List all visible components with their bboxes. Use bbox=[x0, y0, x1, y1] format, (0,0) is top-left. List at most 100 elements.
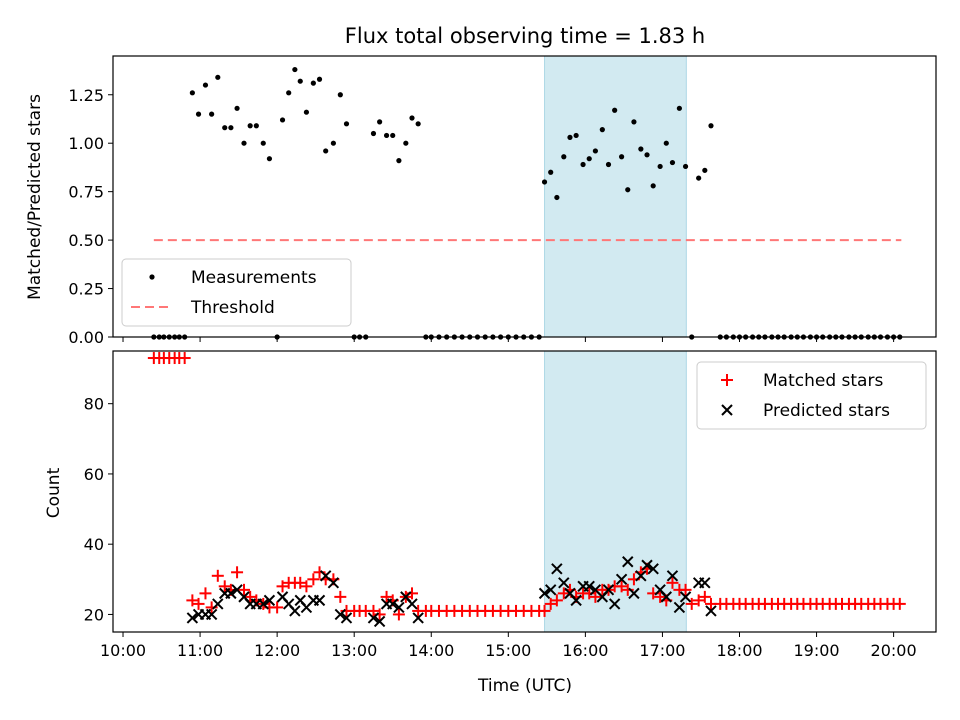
legend-predicted-label: Predicted stars bbox=[763, 401, 890, 421]
legend-matched-label: Matched stars bbox=[763, 371, 883, 391]
predicted-star-point bbox=[334, 608, 347, 621]
matched-star-point bbox=[300, 580, 313, 593]
measurement-point bbox=[541, 179, 548, 185]
measurement-point bbox=[297, 78, 303, 84]
top-y-tick-label: 1.00 bbox=[68, 134, 104, 153]
measurement-point bbox=[702, 167, 708, 173]
x-tick-label: 10:00 bbox=[100, 641, 146, 660]
measurement-point bbox=[330, 140, 336, 146]
measurement-point bbox=[586, 156, 592, 162]
x-tick-label: 13:00 bbox=[331, 641, 377, 660]
measurement-point bbox=[234, 105, 240, 111]
matched-star-point bbox=[192, 597, 205, 610]
predicted-star-point bbox=[412, 612, 424, 624]
matched-star-point bbox=[244, 590, 257, 603]
top-y-tick-label: 0.50 bbox=[68, 231, 104, 250]
matched-star-point bbox=[666, 576, 679, 589]
predicted-star-point bbox=[679, 591, 692, 603]
measurement-point bbox=[403, 140, 409, 146]
matched-star-point bbox=[211, 569, 224, 582]
predicted-star-point bbox=[205, 608, 218, 621]
measurement-point bbox=[599, 127, 605, 133]
matched-star-point bbox=[186, 594, 199, 607]
measurement-point bbox=[592, 148, 598, 154]
measurement-point bbox=[209, 111, 215, 117]
predicted-star-point bbox=[570, 594, 582, 607]
bottom-y-tick-label: 80 bbox=[84, 395, 104, 414]
matched-star-point bbox=[589, 590, 602, 603]
measurement-point bbox=[696, 175, 702, 181]
measurement-point bbox=[303, 109, 310, 115]
predicted-star-point bbox=[583, 580, 595, 593]
top-y-tick-label: 0.25 bbox=[68, 280, 104, 299]
measurement-point bbox=[573, 132, 579, 139]
x-tick-label: 20:00 bbox=[871, 641, 917, 660]
measurement-point bbox=[370, 130, 377, 137]
matched-star-point bbox=[550, 594, 563, 607]
measurement-point bbox=[409, 115, 415, 121]
bottom-y-ticks: 20 40 60 80 bbox=[84, 395, 113, 624]
legend-predicted-marker bbox=[721, 404, 733, 416]
matched-star-point bbox=[544, 597, 557, 610]
predicted-star-point bbox=[313, 594, 326, 607]
measurement-point bbox=[625, 187, 631, 193]
matched-star-point bbox=[178, 352, 191, 365]
measurement-point bbox=[618, 154, 625, 160]
predicted-star-point bbox=[608, 598, 621, 610]
matched-stars-points bbox=[147, 352, 906, 621]
measurement-point bbox=[708, 123, 714, 129]
matched-star-point bbox=[392, 608, 405, 621]
predicted-star-point bbox=[225, 587, 237, 600]
predicted-star-point bbox=[544, 584, 557, 596]
top-y-ticks: 0.00 0.25 0.50 0.75 1.00 1.25 bbox=[68, 86, 113, 347]
measurement-point bbox=[279, 117, 286, 123]
measurement-point bbox=[650, 183, 656, 189]
predicted-star-point bbox=[660, 591, 672, 603]
predicted-star-point bbox=[622, 556, 634, 568]
bottom-y-tick-label: 40 bbox=[84, 535, 104, 554]
measurement-point bbox=[682, 163, 689, 170]
top-legend: Measurements Threshold bbox=[121, 258, 352, 327]
measurement-point bbox=[631, 119, 637, 125]
measurement-point bbox=[215, 74, 221, 80]
top-y-tick-label: 0.00 bbox=[68, 328, 104, 347]
predicted-star-point bbox=[538, 587, 551, 600]
measurement-point bbox=[202, 82, 209, 88]
x-tick-label: 19:00 bbox=[794, 641, 840, 660]
matched-star-point bbox=[654, 590, 667, 603]
predicted-star-point bbox=[186, 612, 199, 624]
measurement-point bbox=[260, 140, 266, 146]
matched-star-point bbox=[307, 573, 320, 586]
bottom-x-ticks: 10:00 11:00 12:00 13:00 14:00 15:00 16:00 17:00… bbox=[100, 632, 917, 660]
measurement-point bbox=[396, 158, 402, 164]
x-tick-label: 12:00 bbox=[254, 641, 300, 660]
measurement-point bbox=[567, 134, 573, 140]
x-tick-label: 14:00 bbox=[408, 641, 454, 660]
predicted-star-point bbox=[406, 598, 418, 610]
top-y-axis-label: Matched/Predicted stars bbox=[25, 94, 45, 300]
top-axes-frame bbox=[112, 55, 937, 338]
matched-star-point bbox=[238, 583, 251, 596]
matched-star-point bbox=[615, 580, 628, 593]
x-tick-label: 17:00 bbox=[639, 641, 685, 660]
measurement-point bbox=[605, 161, 612, 168]
predicted-star-point bbox=[367, 612, 380, 624]
bottom-y-tick-label: 20 bbox=[84, 605, 104, 624]
bottom-y-axis-label: Count bbox=[44, 467, 64, 518]
matched-star-point bbox=[199, 587, 212, 600]
predicted-star-point bbox=[615, 573, 628, 586]
predicted-star-point bbox=[263, 594, 276, 607]
bottom-legend: Matched stars Predicted stars bbox=[696, 361, 927, 430]
measurement-point bbox=[266, 156, 273, 162]
chart-title: Flux total observing time = 1.83 h bbox=[345, 24, 705, 48]
predicted-star-point bbox=[628, 587, 640, 600]
measurement-point bbox=[676, 105, 682, 111]
measurement-point bbox=[669, 159, 676, 166]
predicted-star-point bbox=[387, 598, 399, 610]
top-panel: 0.00 0.25 0.50 0.75 1.00 1.25 Matched/Predict… bbox=[25, 55, 937, 347]
measurement-point bbox=[377, 119, 383, 125]
predicted-star-point bbox=[635, 570, 647, 582]
measurement-points bbox=[151, 66, 903, 340]
